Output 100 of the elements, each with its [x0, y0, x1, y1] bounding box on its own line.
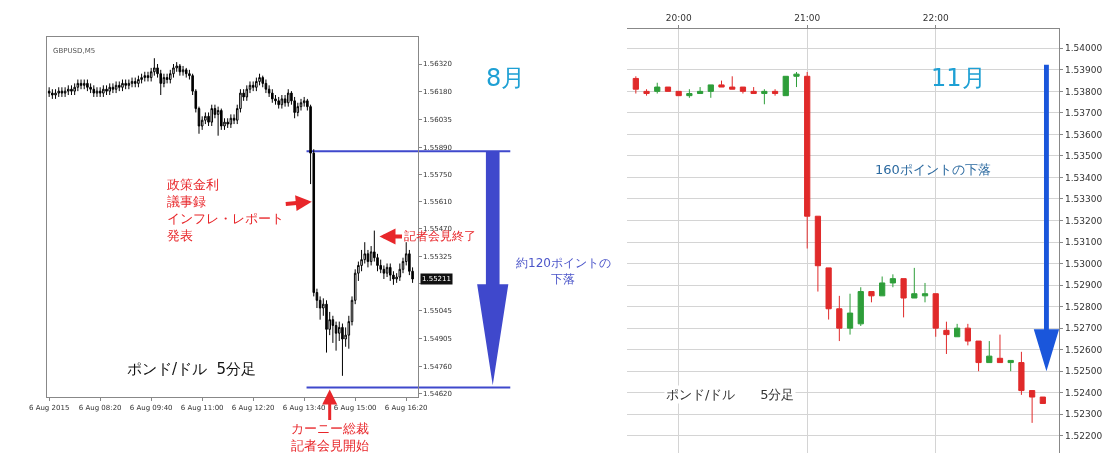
- candlestick: [143, 71, 147, 82]
- text: 約120ポイントの下落: [516, 256, 611, 286]
- candlestick: [900, 278, 907, 318]
- candlestick: [1018, 351, 1025, 396]
- y-tick-label: 1.52600: [1064, 344, 1103, 355]
- candlestick: [264, 79, 268, 94]
- candlestick: [67, 84, 70, 96]
- y-tick-label: 1.52500: [1064, 366, 1103, 377]
- candlestick: [1039, 396, 1046, 404]
- candlestick: [771, 88, 779, 97]
- candlestick: [54, 88, 57, 100]
- candlestick: [184, 67, 188, 79]
- candlestick: [857, 286, 864, 327]
- x-tick-label: 20:00: [665, 13, 692, 24]
- x-tick-label: 22:00: [922, 13, 949, 24]
- candlestick: [130, 77, 134, 88]
- candlestick: [302, 96, 306, 108]
- candlestick: [911, 267, 918, 299]
- candlestick: [121, 79, 124, 92]
- candlestick: [696, 86, 704, 95]
- candlestick: [245, 84, 249, 102]
- y-tick-label: 1.53000: [1064, 258, 1103, 269]
- y-tick-label: 1.52900: [1064, 280, 1103, 291]
- candlestick: [836, 295, 843, 342]
- candlestick: [286, 88, 290, 108]
- candlestick: [178, 63, 182, 77]
- candlestick: [964, 323, 971, 346]
- candlestick: [325, 299, 328, 354]
- candlestick: [277, 96, 280, 110]
- candlestick: [879, 275, 886, 297]
- candlestick: [385, 263, 389, 278]
- candlestick: [868, 291, 875, 303]
- y-tick-label: 1.53700: [1064, 108, 1103, 119]
- candlestick: [57, 86, 60, 98]
- candlestick: [1028, 390, 1036, 424]
- candlestick: [114, 80, 118, 94]
- y-tick-label: 1.53500: [1064, 151, 1103, 162]
- candlestick: [60, 86, 64, 98]
- candlestick: [954, 323, 961, 338]
- candlestick: [814, 215, 822, 293]
- candlestick: [226, 117, 229, 129]
- candlestick: [739, 86, 747, 95]
- annotation: 政策金利議事録インフレ・レポート発表: [167, 177, 284, 243]
- candlestick: [793, 71, 800, 88]
- candlestick: [675, 90, 682, 97]
- candlestick: [51, 88, 54, 100]
- candlestick: [271, 88, 274, 104]
- candlestick: [63, 86, 67, 98]
- y-tick-label: 1.53200: [1064, 215, 1103, 226]
- candlestick: [686, 88, 693, 99]
- annotation: ポンド/ドル 5分足: [666, 387, 795, 402]
- candlestick: [181, 65, 185, 77]
- candlestick: [707, 84, 714, 99]
- candlestick: [986, 340, 993, 364]
- candlestick: [255, 77, 258, 92]
- y-tick-label: 1.52200: [1064, 430, 1103, 441]
- candlestick: [664, 86, 672, 92]
- annotation: カーニー総裁記者会見開始: [291, 421, 369, 453]
- y-tick-label: 1.52300: [1064, 409, 1103, 420]
- candlestick: [825, 267, 832, 321]
- candlestick: [216, 106, 220, 137]
- y-tick-label: 1.53400: [1064, 172, 1103, 183]
- candlestick: [98, 86, 102, 98]
- candlestick: [86, 79, 89, 92]
- candlestick: [146, 71, 150, 82]
- candlestick: [108, 82, 111, 96]
- candlestick: [127, 79, 131, 90]
- candlestick: [137, 75, 140, 88]
- candlestick: [102, 84, 105, 98]
- candlestick: [750, 86, 757, 95]
- y-tick-label: 1.52700: [1064, 323, 1103, 334]
- candlestick: [70, 84, 73, 96]
- candlestick: [382, 264, 386, 280]
- candlestick: [643, 88, 650, 97]
- candlestick: [79, 79, 83, 90]
- text: 11月: [931, 64, 986, 92]
- candlestick: [76, 79, 80, 92]
- candlestick: [782, 75, 789, 97]
- candlestick: [165, 73, 169, 84]
- y-tick-label: 1.53100: [1064, 237, 1103, 248]
- candlestick: [172, 63, 175, 79]
- candlestick: [943, 321, 950, 355]
- candlestick: [996, 334, 1004, 364]
- candlestick: [95, 86, 99, 98]
- candlestick: [889, 273, 897, 288]
- y-tick-label: 1.54000: [1064, 43, 1103, 54]
- candlestick: [341, 323, 344, 377]
- candlestick: [89, 82, 92, 94]
- candlestick: [975, 340, 982, 372]
- candlestick: [140, 73, 143, 84]
- y-tick-label: 1.53900: [1064, 64, 1103, 75]
- candlestick: [229, 113, 233, 129]
- x-tick-label: 21:00: [794, 13, 821, 24]
- y-tick-label: 1.52400: [1064, 387, 1103, 398]
- candlestick: [1007, 359, 1014, 372]
- annotation: 160ポイントの下落: [875, 162, 991, 177]
- candlestick: [921, 282, 929, 303]
- y-tick-label: 1.53800: [1064, 86, 1103, 97]
- candlestick: [654, 82, 661, 95]
- candlestick: [92, 84, 96, 98]
